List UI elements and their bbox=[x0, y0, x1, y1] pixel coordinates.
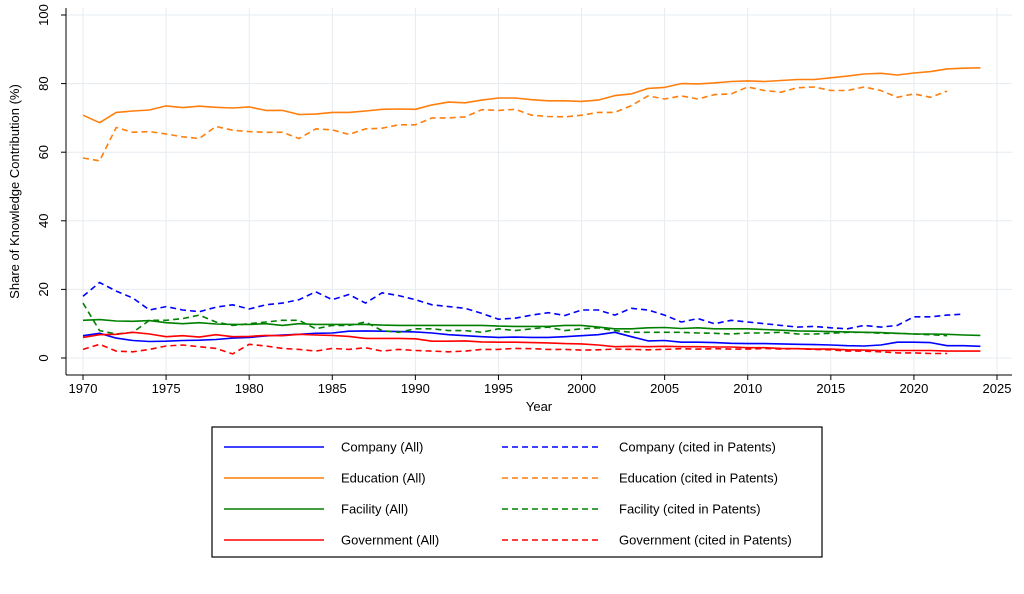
y-tick-label: 0 bbox=[36, 354, 51, 361]
x-tick-label: 1975 bbox=[152, 381, 181, 396]
legend: Company (All) Education (All) Facility (Al… bbox=[211, 426, 823, 558]
x-axis-ticks: 1970 1975 1980 1985 1990 1995 2000 2005 2010 2015… bbox=[69, 375, 1012, 396]
x-tick-label: 1980 bbox=[235, 381, 264, 396]
legend-label: Education (All) bbox=[341, 471, 426, 486]
y-axis-ticks: 0 20 40 60 80 100 bbox=[36, 4, 66, 362]
x-tick-label: 2000 bbox=[567, 381, 596, 396]
y-axis-label: Share of Knowledge Contribution (%) bbox=[7, 84, 22, 299]
series-line-1 bbox=[82, 281, 964, 330]
legend-label: Government (cited in Patents) bbox=[619, 533, 792, 548]
legend-label: Facility (All) bbox=[341, 502, 408, 517]
x-axis-label: Year bbox=[526, 399, 553, 414]
legend-label: Company (All) bbox=[341, 440, 423, 455]
series-line-3 bbox=[82, 86, 948, 162]
x-tick-label: 2025 bbox=[983, 381, 1012, 396]
x-tick-label: 1995 bbox=[484, 381, 513, 396]
series-line-2 bbox=[82, 67, 981, 124]
x-tick-label: 2015 bbox=[816, 381, 845, 396]
legend-label: Facility (cited in Patents) bbox=[619, 502, 761, 517]
x-tick-label: 1990 bbox=[401, 381, 430, 396]
legend-label: Education (cited in Patents) bbox=[619, 471, 778, 486]
x-tick-label: 1970 bbox=[69, 381, 98, 396]
legend-label: Government (All) bbox=[341, 533, 439, 548]
series-line-4 bbox=[82, 318, 981, 337]
x-tick-label: 2005 bbox=[650, 381, 679, 396]
series-line-0 bbox=[82, 330, 981, 348]
x-tick-label: 2020 bbox=[899, 381, 928, 396]
legend-box bbox=[211, 426, 823, 558]
y-tick-label: 80 bbox=[36, 76, 51, 90]
x-tick-label: 2010 bbox=[733, 381, 762, 396]
series-line-5 bbox=[82, 302, 948, 337]
legend-label: Company (cited in Patents) bbox=[619, 440, 776, 455]
y-tick-label: 60 bbox=[36, 145, 51, 159]
x-tick-label: 1985 bbox=[318, 381, 347, 396]
gridlines bbox=[66, 8, 1012, 375]
y-tick-label: 20 bbox=[36, 282, 51, 296]
y-tick-label: 40 bbox=[36, 214, 51, 228]
y-tick-label: 100 bbox=[36, 4, 51, 26]
series-lines bbox=[82, 67, 981, 355]
